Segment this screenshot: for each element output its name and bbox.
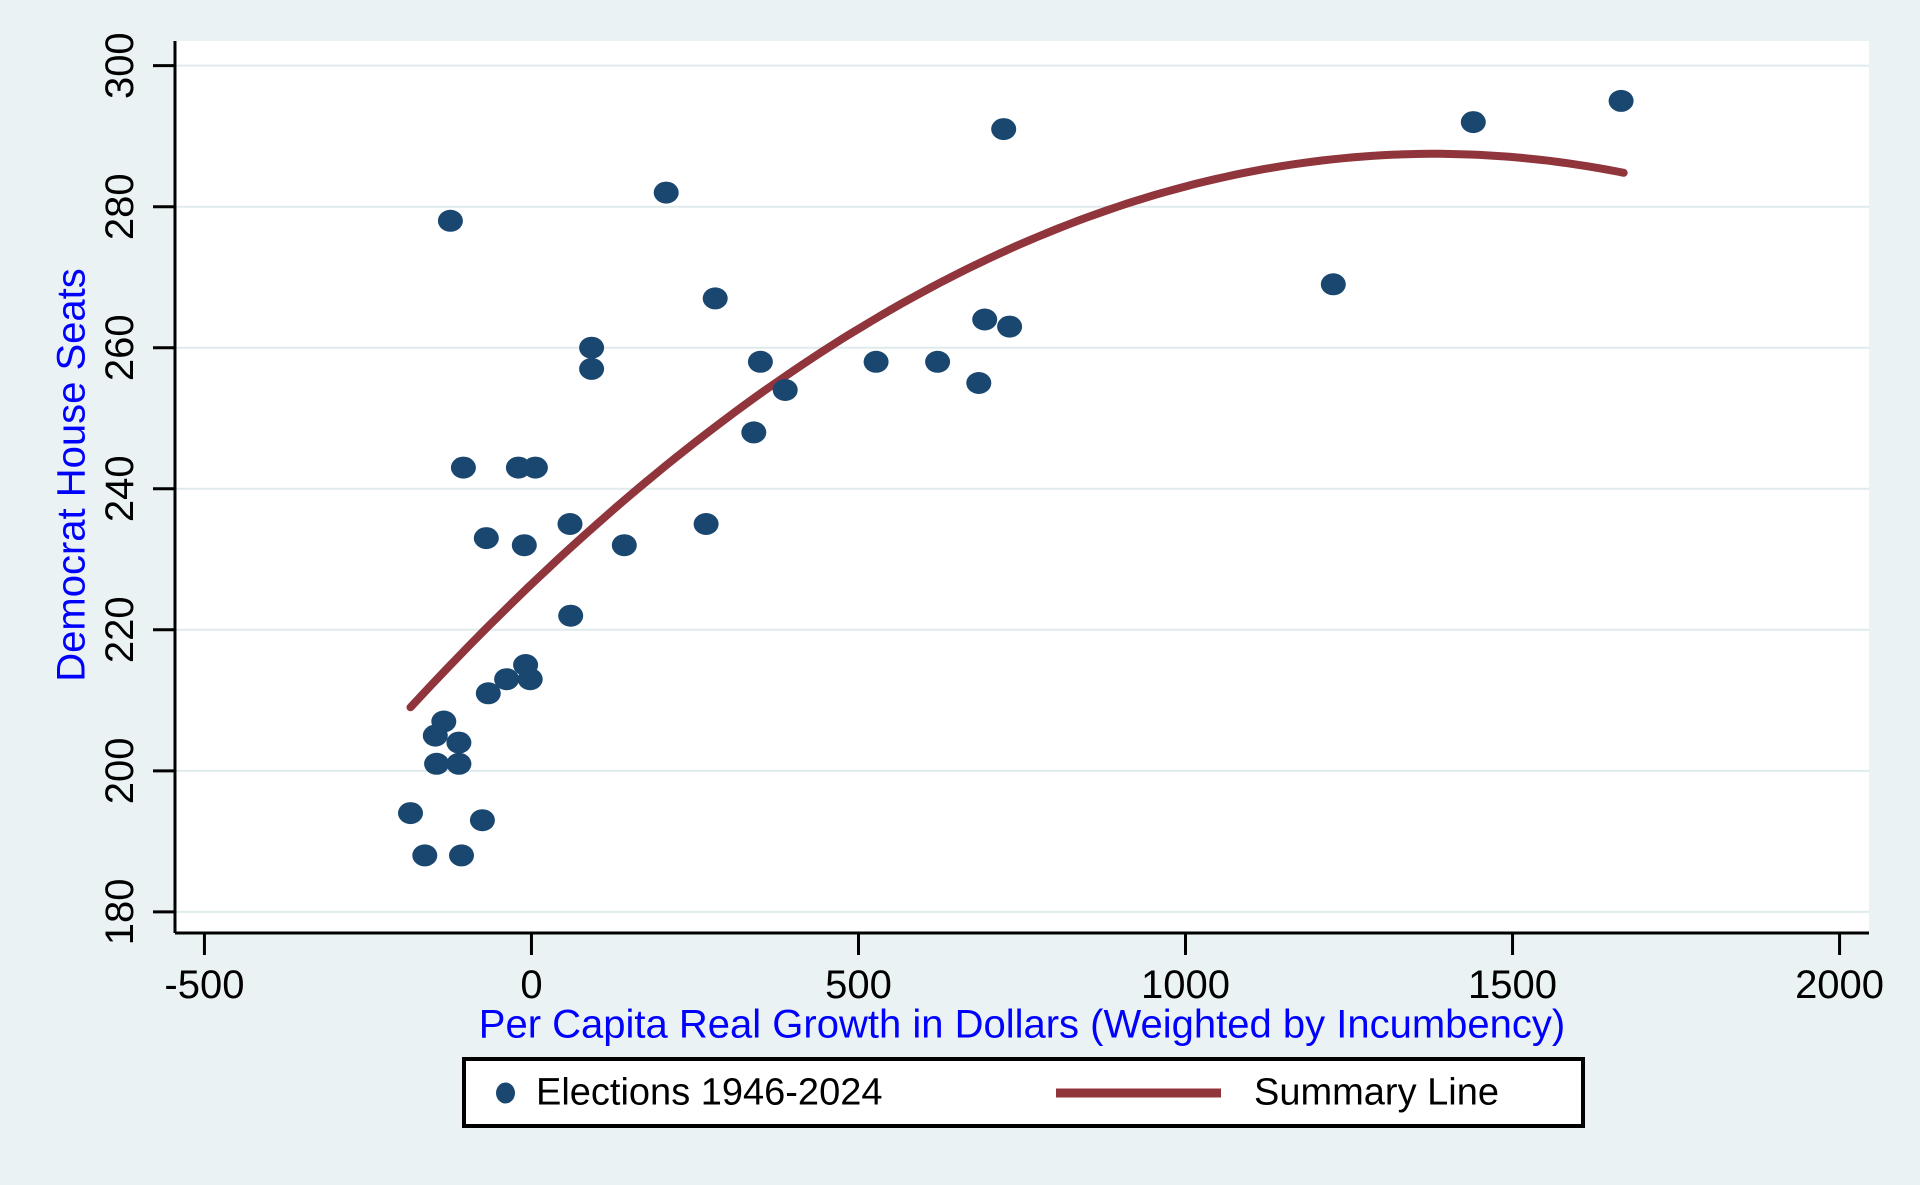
data-point (653, 181, 679, 204)
data-point (741, 421, 767, 444)
x-tick-label: 1000 (1141, 963, 1230, 1007)
data-point (437, 209, 463, 232)
legend-label-elections: Elections 1946-2024 (536, 1071, 883, 1113)
x-tick-label: -500 (164, 963, 244, 1007)
x-axis-title: Per Capita Real Growth in Dollars (Weigh… (478, 1002, 1566, 1047)
data-point (693, 513, 719, 535)
data-point (966, 372, 992, 394)
y-tick-label: 240 (98, 455, 142, 522)
summary-line (406, 149, 1628, 712)
data-point (747, 350, 773, 373)
data-point (511, 534, 537, 557)
data-point (450, 456, 476, 479)
x-tick-label: 500 (825, 963, 892, 1007)
data-point (1608, 89, 1634, 112)
data-point (925, 350, 951, 373)
data-point (446, 752, 472, 775)
legend: Elections 1946-2024 Summary Line (462, 1057, 1585, 1128)
data-point (1460, 111, 1486, 134)
data-point (473, 527, 499, 550)
data-point (446, 731, 472, 754)
y-tick-label: 220 (98, 596, 142, 663)
data-point (424, 752, 450, 775)
data-point (557, 513, 583, 535)
data-point (772, 379, 798, 401)
data-point (475, 682, 501, 705)
data-point (997, 315, 1023, 338)
data-point (579, 357, 605, 380)
x-tick-label: 1500 (1468, 963, 1557, 1007)
y-tick-label: 280 (98, 173, 142, 240)
x-tick-label: 2000 (1795, 963, 1884, 1007)
data-point (702, 287, 728, 310)
data-point (972, 308, 998, 331)
data-point (863, 350, 889, 373)
data-point (517, 668, 543, 691)
legend-line-swatch-icon (1056, 1088, 1221, 1097)
data-point (449, 844, 474, 867)
data-point (579, 336, 605, 359)
data-point (991, 118, 1017, 141)
data-point (469, 809, 495, 832)
data-point (412, 844, 438, 867)
data-point (522, 456, 548, 479)
data-point (611, 534, 637, 557)
data-point (431, 710, 457, 733)
legend-scatter-marker-icon (496, 1082, 515, 1103)
y-tick-label: 260 (98, 314, 142, 381)
y-tick-label: 300 (98, 32, 142, 99)
plot-area (175, 41, 1869, 933)
x-tick-label: 0 (520, 963, 542, 1007)
legend-label-summary-line: Summary Line (1254, 1071, 1499, 1113)
data-point (494, 668, 520, 691)
data-point (558, 604, 584, 627)
y-tick-label: 180 (98, 878, 142, 945)
y-tick-label: 200 (98, 737, 142, 804)
data-point (1320, 273, 1346, 296)
data-point (398, 802, 423, 825)
y-axis-title: Democrat House Seats (49, 268, 94, 682)
